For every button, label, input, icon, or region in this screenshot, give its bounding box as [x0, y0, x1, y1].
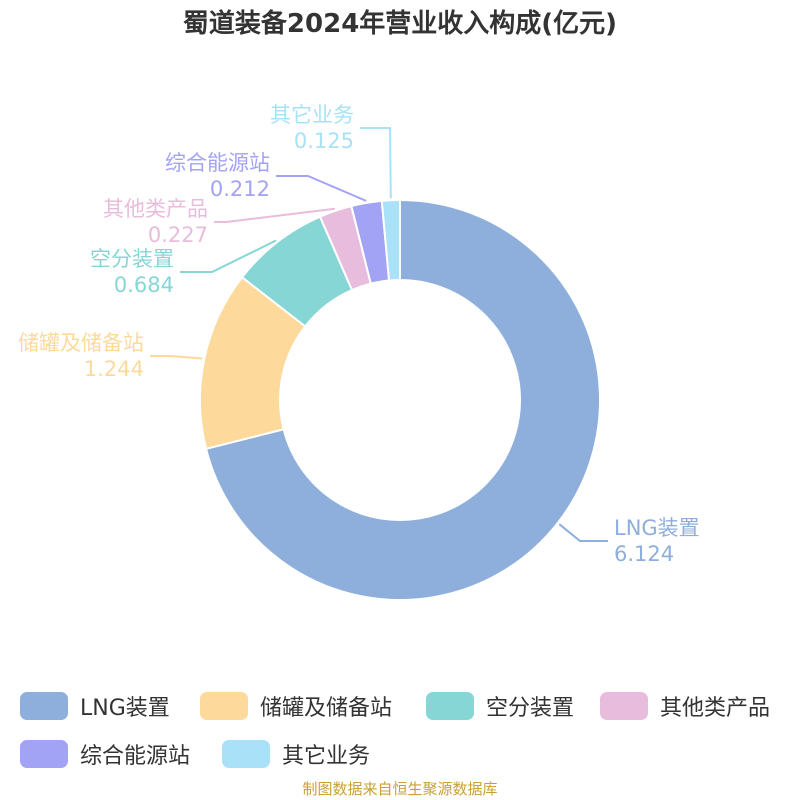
legend-label: 其它业务 — [282, 744, 371, 769]
legend-label: 综合能源站 — [80, 744, 191, 769]
legend-label: 其他类产品 — [660, 696, 771, 721]
slice-label-value-2: 1.244 — [84, 357, 144, 381]
legend-label: LNG装置 — [80, 696, 170, 721]
leader-line-5 — [276, 175, 367, 202]
leader-line-1 — [558, 523, 608, 542]
slice-label-value-3: 0.684 — [114, 273, 174, 297]
slice-label-name-6: 其它业务 — [270, 103, 354, 127]
slice-label-value-5: 0.212 — [210, 177, 270, 201]
legend-swatch — [200, 692, 248, 720]
slice-label-name-3: 空分装置 — [90, 247, 174, 271]
legend-item-6[interactable]: 其它业务 — [222, 736, 370, 772]
slice-label-name-4: 其他类产品 — [103, 197, 208, 221]
slice-label-value-4: 0.227 — [148, 223, 208, 247]
legend-label: 储罐及储备站 — [260, 696, 393, 721]
slice-label-name-2: 储罐及储备站 — [18, 331, 144, 355]
slice-label-name-1: LNG装置 — [614, 516, 700, 540]
legend-item-3[interactable]: 空分装置 — [426, 688, 574, 724]
legend-item-4[interactable]: 其他类产品 — [600, 688, 770, 724]
legend-item-2[interactable]: 储罐及储备站 — [200, 688, 392, 724]
chart-title: 蜀道装备2024年营业收入构成(亿元) — [182, 9, 618, 39]
legend-swatch — [426, 692, 474, 720]
leader-line-2 — [150, 355, 203, 360]
label-leader-lines — [150, 127, 608, 542]
legend-swatch — [600, 692, 648, 720]
slice-label-value-6: 0.125 — [294, 129, 354, 153]
legend-swatch — [20, 740, 68, 768]
leader-line-3 — [180, 239, 277, 273]
donut-slices — [199, 198, 601, 601]
legend-swatch — [20, 692, 68, 720]
legend-item-5[interactable]: 综合能源站 — [20, 736, 190, 772]
source-note: 制图数据来自恒生聚源数据库 — [302, 780, 498, 798]
slice-1 — [204, 198, 601, 601]
legend-swatch — [222, 740, 270, 768]
legend-item-1[interactable]: LNG装置 — [20, 688, 170, 724]
legend-label: 空分装置 — [486, 696, 575, 721]
leader-line-6 — [360, 127, 392, 199]
slice-label-name-5: 综合能源站 — [165, 151, 270, 175]
slice-label-value-1: 6.124 — [614, 542, 674, 566]
leader-line-4 — [214, 207, 335, 223]
slice-6 — [380, 198, 401, 282]
